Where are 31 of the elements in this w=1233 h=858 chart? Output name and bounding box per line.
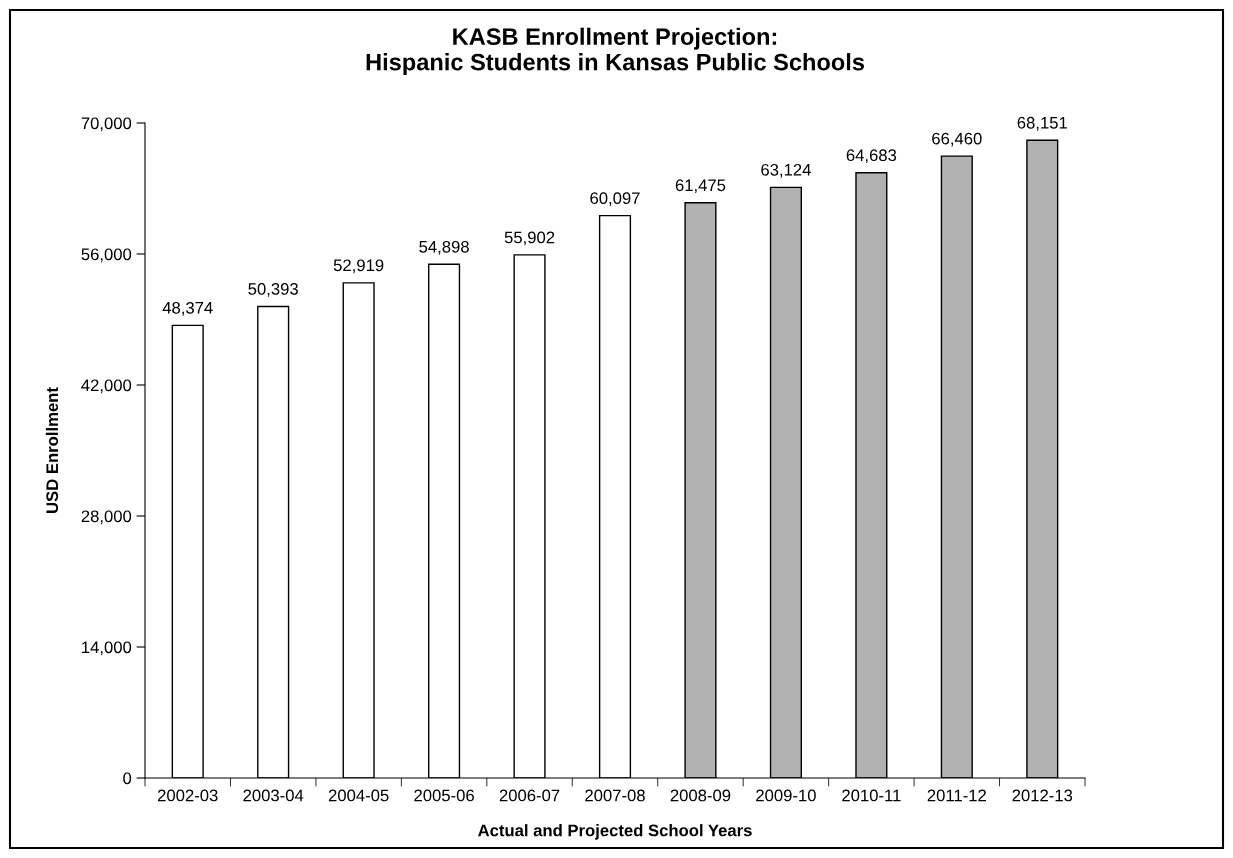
data-label: 52,919 <box>333 259 384 274</box>
chart-title: KASB Enrollment Projection: Hispanic Students in Kansas Public Schools <box>366 27 864 76</box>
data-label: 64,683 <box>846 149 897 164</box>
x-axis-title: Actual and Projected School Years <box>478 824 752 840</box>
data-label: 63,124 <box>761 163 811 178</box>
y-axis-title: USD Enrollment <box>45 387 59 513</box>
x-tick-label: 2011-12 <box>927 789 986 802</box>
y-tick-label: 0 <box>123 772 132 785</box>
data-label: 48,374 <box>162 301 213 316</box>
x-tick-label: 2010-11 <box>842 789 901 802</box>
x-tick-label: 2008-09 <box>670 789 731 802</box>
x-tick-label: 2007-08 <box>585 789 645 802</box>
data-label: 66,460 <box>932 132 982 147</box>
data-label: 68,151 <box>1017 116 1067 131</box>
y-tick-label: 70,000 <box>81 117 132 132</box>
x-tick-label: 2003-04 <box>243 789 304 802</box>
x-tick-label: 2009-10 <box>756 789 816 802</box>
y-tick-label: 42,000 <box>81 379 132 394</box>
data-label: 54,898 <box>419 240 469 255</box>
x-tick-label: 2005-06 <box>414 789 474 802</box>
data-label: 61,475 <box>675 179 726 194</box>
data-label: 50,393 <box>248 283 298 297</box>
y-tick-label: 56,000 <box>81 248 132 263</box>
data-label: 55,902 <box>504 231 555 246</box>
x-tick-label: 2004-05 <box>328 789 389 802</box>
y-tick-label: 28,000 <box>81 510 132 525</box>
y-tick-label: 14,000 <box>82 641 132 656</box>
data-label: 60,097 <box>590 192 640 206</box>
x-tick-label: 2006-07 <box>499 789 560 802</box>
x-tick-label: 2002-03 <box>157 789 218 802</box>
x-tick-label: 2012-13 <box>1012 789 1073 802</box>
